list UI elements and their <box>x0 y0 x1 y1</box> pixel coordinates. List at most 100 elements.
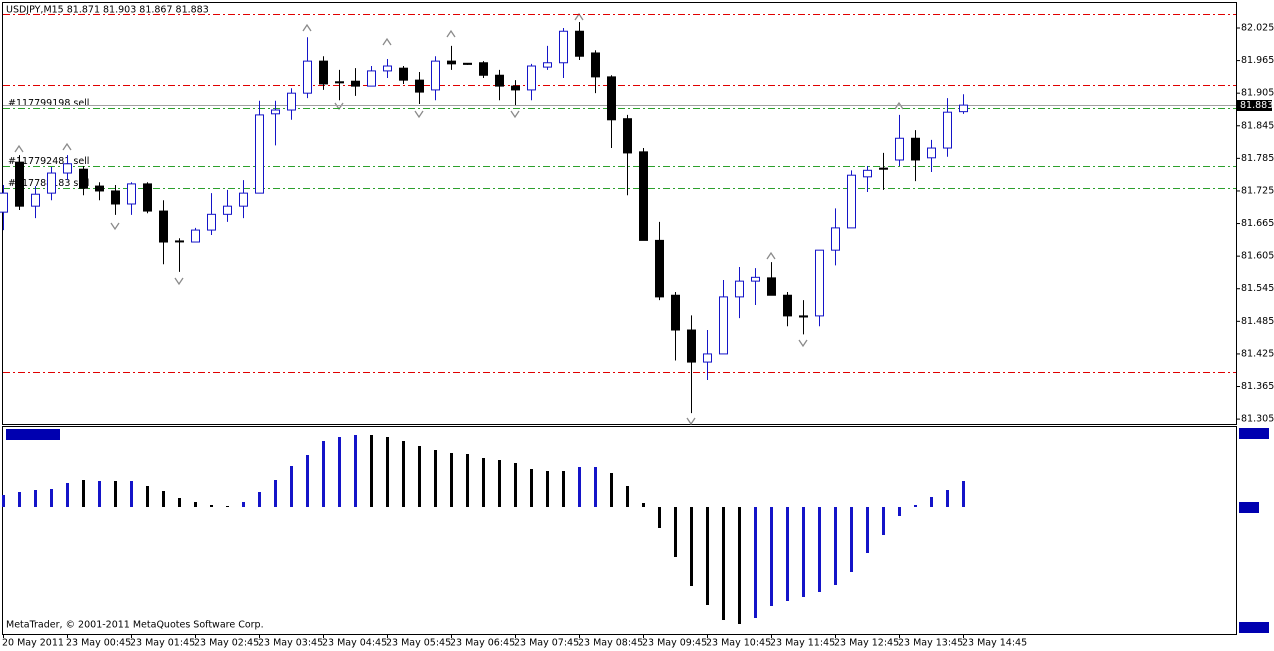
candle-body <box>271 109 280 115</box>
candle-body <box>319 60 328 85</box>
candle-body <box>255 114 264 194</box>
candle-body <box>687 329 696 363</box>
candle-body <box>895 137 904 161</box>
fractal-up <box>446 29 456 38</box>
x-tick-label: 23 May 06:45 <box>450 638 515 649</box>
candle-body <box>127 183 136 205</box>
x-tick-label: 23 May 14:45 <box>962 638 1027 649</box>
candle-body <box>415 79 424 93</box>
candle-body <box>815 249 824 317</box>
y-tick-label: 81.665 <box>1241 218 1274 229</box>
candle-body <box>751 276 760 282</box>
candle-body <box>767 277 776 296</box>
y-tick-label: 81.425 <box>1241 348 1274 359</box>
fractal-up <box>766 251 776 260</box>
indicator-axis-box <box>1239 428 1269 439</box>
x-tick-label: 23 May 07:45 <box>514 638 579 649</box>
candle-body <box>591 52 600 78</box>
candle-body <box>0 192 8 213</box>
fractal-up <box>302 23 312 32</box>
indicator-panel <box>2 426 1237 635</box>
candle-body <box>223 205 232 215</box>
candle-body <box>671 294 680 331</box>
chart-title: USDJPY,M15 81.871 81.903 81.867 81.883 <box>6 5 209 16</box>
fractal-down <box>414 110 424 119</box>
candle-body <box>239 192 248 207</box>
candle-body <box>31 193 40 207</box>
candle-body <box>63 163 72 174</box>
indicator-name-box <box>6 429 60 440</box>
fractal-down <box>510 110 520 119</box>
y-tick-label: 81.845 <box>1241 120 1274 131</box>
candle-body <box>623 118 632 154</box>
candle-body <box>479 62 488 76</box>
indicator-axis-box <box>1239 502 1259 513</box>
fractal-up <box>14 144 24 153</box>
candle-body <box>879 167 888 170</box>
candle-body <box>527 65 536 91</box>
candle-body <box>399 67 408 81</box>
candle-body <box>463 62 472 65</box>
candle-body <box>287 92 296 111</box>
y-tick-label: 81.305 <box>1241 414 1274 425</box>
candle-body <box>511 85 520 91</box>
candle-body <box>959 104 968 113</box>
footer: MetaTrader, © 2001-2011 MetaQuotes Softw… <box>6 620 264 631</box>
candle-body <box>191 229 200 243</box>
fractal-down <box>798 339 808 348</box>
y-tick-label: 81.725 <box>1241 185 1274 196</box>
y-tick-label: 81.905 <box>1241 88 1274 99</box>
bid-label: 81.883 <box>1240 100 1273 111</box>
x-tick-label: 20 May 2011 <box>2 638 64 649</box>
main-panel <box>2 2 1237 425</box>
fractal-up <box>62 142 72 151</box>
fractal-up <box>894 101 904 110</box>
candle-body <box>559 30 568 64</box>
x-tick-label: 23 May 13:45 <box>898 638 963 649</box>
order-label: #117799198 sell <box>8 98 89 109</box>
x-tick-label: 23 May 01:45 <box>130 638 195 649</box>
order-label: #117792481 sell <box>8 156 89 167</box>
candle-body <box>431 60 440 91</box>
candle-body <box>15 161 24 207</box>
y-tick-label: 81.365 <box>1241 381 1274 392</box>
candle-body <box>47 172 56 194</box>
candle-body <box>719 296 728 355</box>
y-tick-label: 82.025 <box>1241 22 1274 33</box>
candle-body <box>639 151 648 241</box>
candle-body <box>927 147 936 159</box>
candle-body <box>735 280 744 298</box>
y-tick-label: 81.965 <box>1241 55 1274 66</box>
candle-body <box>351 80 360 87</box>
candle-body <box>143 183 152 212</box>
candle-body <box>447 60 456 65</box>
bid-label-box <box>1237 100 1272 111</box>
candle-body <box>799 315 808 318</box>
candle-body <box>175 240 184 243</box>
candle-body <box>111 190 120 205</box>
candle-body <box>831 227 840 251</box>
x-tick-label: 23 May 08:45 <box>578 638 643 649</box>
candle-body <box>303 60 312 94</box>
candle-body <box>607 76 616 121</box>
candle-body <box>655 239 664 298</box>
fractal-down <box>110 222 120 231</box>
candle-body <box>159 210 168 243</box>
candle-body <box>495 74 504 87</box>
x-tick-label: 23 May 12:45 <box>834 638 899 649</box>
fractal-down <box>686 417 696 426</box>
y-tick-label: 81.485 <box>1241 316 1274 327</box>
candle-body <box>543 62 552 68</box>
y-tick-label: 81.785 <box>1241 153 1274 164</box>
x-tick-label: 23 May 10:45 <box>706 638 771 649</box>
indicator-axis-box <box>1239 622 1269 633</box>
candle-body <box>207 213 216 231</box>
candle-body <box>575 30 584 57</box>
fractal-up <box>382 37 392 46</box>
candle-body <box>783 294 792 317</box>
candle-body <box>911 137 920 161</box>
fractal-down <box>174 277 184 286</box>
candle-body <box>335 81 344 84</box>
